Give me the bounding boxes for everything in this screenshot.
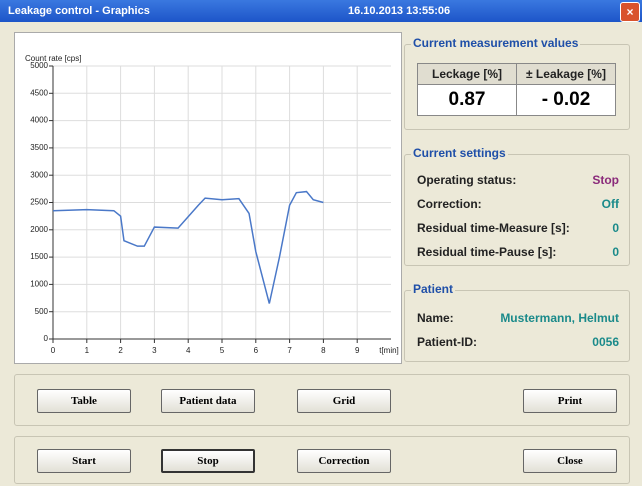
y-tick-label: 1500 (30, 252, 48, 261)
y-tick-label: 4500 (30, 88, 48, 97)
x-tick-label: 2 (118, 346, 123, 355)
x-tick-label: 3 (152, 346, 157, 355)
table-button[interactable]: Table (37, 389, 131, 413)
value: 0.87 (417, 84, 517, 116)
value: 0 (612, 221, 619, 235)
measurement-group: Current measurement values Leckage [%] ± … (404, 36, 630, 130)
data-line (52, 190, 324, 304)
x-tick-label: 1 (85, 346, 90, 355)
x-tick-label: 7 (287, 346, 292, 355)
datetime: 16.10.2013 13:55:06 (348, 5, 451, 17)
button-group: Start Stop Correction Close (14, 436, 630, 484)
value: Mustermann, Helmut (500, 311, 619, 325)
patient-group: Patient Name: Mustermann, Helmut Patient-… (404, 282, 630, 362)
close-button[interactable]: Close (523, 449, 617, 473)
y-tick-label: 4000 (30, 116, 48, 125)
y-tick-label: 1000 (30, 280, 48, 289)
setting-row: Residual time-Measure [s]: 0 (417, 221, 619, 235)
chart: Count rate [cps] 0 500 1000 1500 2000 2500 300… (25, 54, 399, 355)
label: Name: (417, 311, 454, 325)
y-tick-label: 3500 (30, 143, 48, 152)
stop-button[interactable]: Stop (161, 449, 255, 473)
patient-row: Patient-ID: 0056 (417, 335, 619, 349)
correction-button[interactable]: Correction (297, 449, 391, 473)
settings-group: Current settings Operating status: Stop C… (404, 146, 630, 266)
x-tick-label: 0 (51, 346, 56, 355)
patient-row: Name: Mustermann, Helmut (417, 311, 619, 325)
group-title: Patient (411, 282, 456, 296)
grid-button[interactable]: Grid (297, 389, 391, 413)
value: 0 (612, 245, 619, 259)
x-tick-label: 4 (186, 346, 191, 355)
y-tick-label: 5000 (30, 61, 48, 70)
value: - 0.02 (516, 84, 616, 116)
title-bar: Leakage control - Graphics 16.10.2013 13… (0, 0, 642, 22)
value: 0056 (592, 335, 619, 349)
x-tick-label: 8 (321, 346, 326, 355)
patient-data-button[interactable]: Patient data (161, 389, 255, 413)
label: Residual time-Measure [s]: (417, 221, 570, 235)
setting-row: Correction: Off (417, 197, 619, 211)
x-axis-label: t[min] (379, 346, 399, 355)
label: Correction: (417, 197, 482, 211)
y-tick-label: 0 (44, 334, 49, 343)
label: Operating status: (417, 173, 517, 187)
y-tick-label: 500 (35, 307, 49, 316)
value: Stop (592, 173, 619, 187)
setting-row: Operating status: Stop (417, 173, 619, 187)
group-title: Current measurement values (411, 36, 581, 50)
setting-row: Residual time-Pause [s]: 0 (417, 245, 619, 259)
x-tick-label: 9 (355, 346, 360, 355)
label: Patient-ID: (417, 335, 477, 349)
y-axis-label: Count rate [cps] (25, 54, 81, 63)
x-tick-label: 5 (220, 346, 225, 355)
header: ± Leakage [%] (516, 63, 616, 85)
y-tick-label: 2500 (30, 198, 48, 207)
label: Residual time-Pause [s]: (417, 245, 557, 259)
value: Off (601, 197, 619, 211)
x-tick-label: 6 (254, 346, 259, 355)
close-window[interactable]: × (620, 2, 640, 22)
group-title: Current settings (411, 146, 508, 160)
chart-panel: Count rate [cps] 0 500 1000 1500 2000 2500 300… (14, 32, 402, 364)
start-button[interactable]: Start (37, 449, 131, 473)
measurement-table: Leckage [%] ± Leakage [%] 0.87- 0.02 (417, 63, 616, 116)
header: Leckage [%] (417, 63, 517, 85)
button-group: Table Patient data Grid Print (14, 374, 630, 426)
print-button[interactable]: Print (523, 389, 617, 413)
window-title: Leakage control - Graphics (8, 5, 150, 17)
y-tick-label: 2000 (30, 225, 48, 234)
y-tick-label: 3000 (30, 170, 48, 179)
